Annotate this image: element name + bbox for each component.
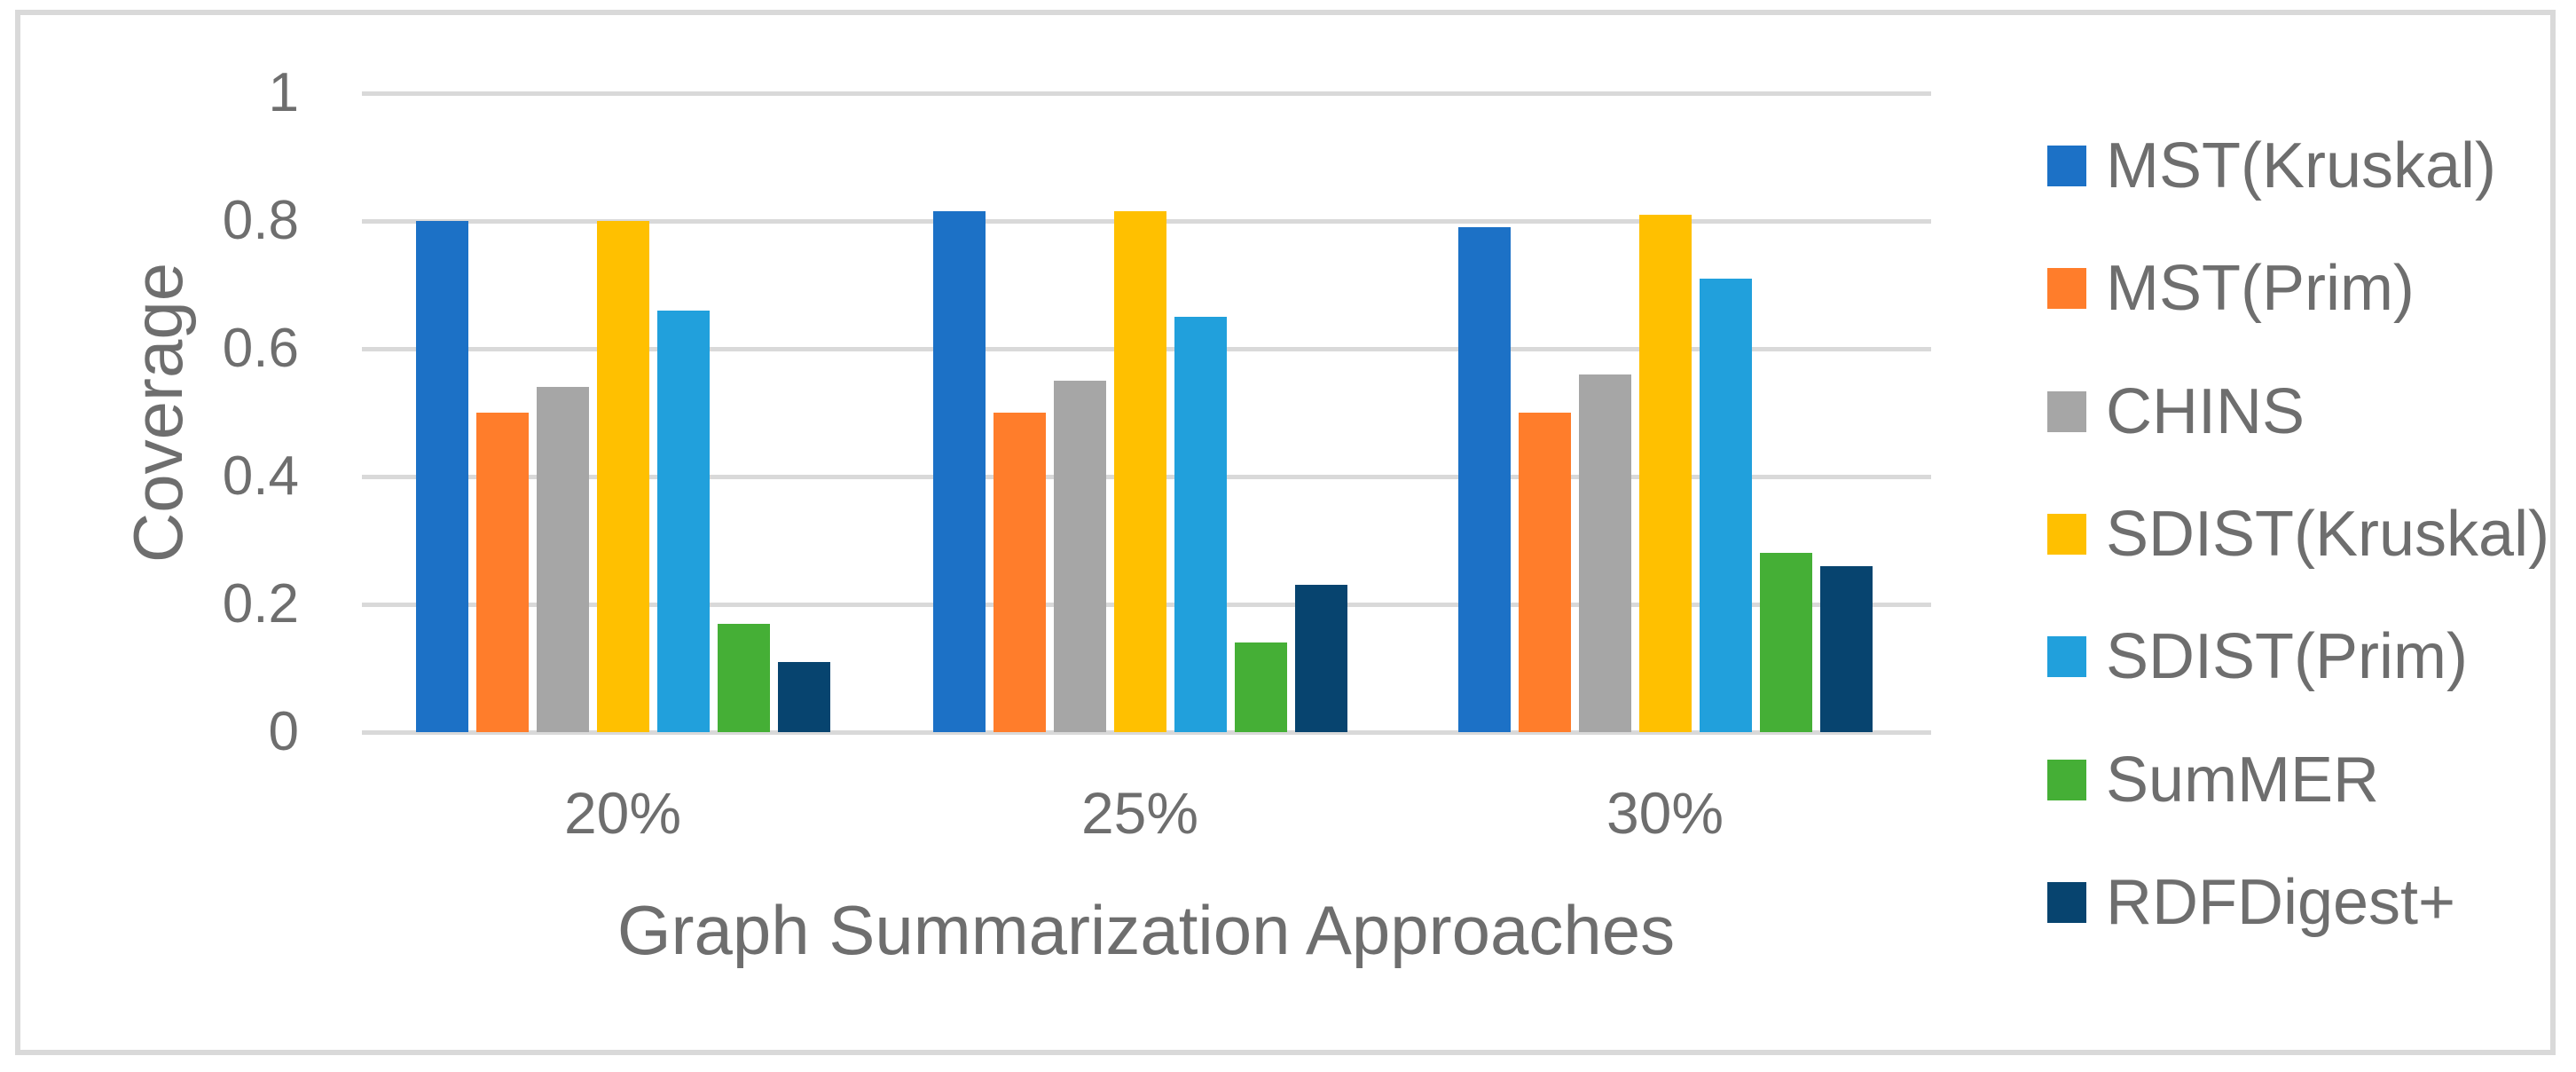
bar-CHINS-20%: [537, 387, 589, 732]
legend-label: SDIST(Kruskal): [2106, 498, 2550, 570]
chart-border-frame: [15, 10, 2556, 1055]
x-tick-label-30%: 30%: [1606, 780, 1724, 846]
legend-item-MST(Kruskal): MST(Kruskal): [2047, 134, 2496, 198]
legend-item-RDFDigest+: RDFDigest+: [2047, 871, 2455, 934]
legend-item-CHINS: CHINS: [2047, 380, 2305, 444]
bar-SDIST(Kruskal)-20%: [597, 221, 649, 732]
legend-swatch-icon: [2047, 268, 2086, 310]
bar-SumMER-30%: [1760, 553, 1812, 732]
bar-SumMER-20%: [718, 624, 770, 732]
legend-swatch-icon: [2047, 390, 2086, 432]
bar-group-30%: [1458, 93, 1873, 732]
y-axis-title: Coverage: [119, 262, 197, 564]
y-tick-label-0.4: 0.4: [222, 445, 299, 507]
bar-RDFDigest+-25%: [1295, 585, 1347, 732]
legend-item-SumMER: SumMER: [2047, 748, 2379, 812]
legend-item-MST(Prim): MST(Prim): [2047, 256, 2415, 320]
legend-swatch-icon: [2047, 513, 2086, 555]
bar-MST(Prim)-30%: [1519, 413, 1571, 732]
y-tick-label-0.8: 0.8: [222, 190, 299, 251]
bar-group-25%: [933, 93, 1347, 732]
bar-CHINS-25%: [1054, 381, 1106, 732]
gridline-y-1: [362, 91, 1931, 96]
legend-label: SDIST(Prim): [2106, 621, 2468, 693]
legend-swatch-icon: [2047, 881, 2086, 923]
x-axis-title: Graph Summarization Approaches: [617, 891, 1676, 969]
bar-SDIST(Prim)-30%: [1700, 279, 1752, 732]
y-tick-label-0.2: 0.2: [222, 573, 299, 635]
bar-SDIST(Prim)-20%: [657, 311, 710, 732]
legend-label: MST(Kruskal): [2106, 130, 2497, 201]
bar-SDIST(Kruskal)-30%: [1639, 215, 1692, 732]
bar-MST(Kruskal)-30%: [1458, 227, 1511, 732]
legend-item-SDIST(Prim): SDIST(Prim): [2047, 625, 2468, 689]
bar-MST(Kruskal)-25%: [933, 211, 986, 732]
gridline-y-0: [362, 729, 1931, 735]
legend-label: SumMER: [2106, 744, 2380, 816]
bar-RDFDigest+-20%: [778, 662, 830, 732]
legend-swatch-icon: [2047, 636, 2086, 678]
y-tick-label-0.6: 0.6: [222, 318, 299, 379]
legend-swatch-icon: [2047, 146, 2086, 186]
bar-CHINS-30%: [1579, 374, 1631, 732]
bar-MST(Prim)-20%: [476, 413, 529, 732]
bar-MST(Prim)-25%: [993, 413, 1046, 732]
bar-RDFDigest+-30%: [1820, 566, 1873, 732]
x-tick-label-20%: 20%: [563, 780, 682, 846]
legend-swatch-icon: [2047, 759, 2086, 800]
legend-label: CHINS: [2106, 375, 2305, 447]
bar-SDIST(Prim)-25%: [1174, 317, 1227, 732]
x-tick-label-25%: 25%: [1080, 780, 1199, 846]
bar-SumMER-25%: [1235, 642, 1287, 732]
legend: MST(Kruskal) MST(Prim) CHINS SDIST(Kruskal)…: [2047, 0, 2562, 1072]
plot-area: [362, 91, 1931, 735]
y-tick-label-1: 1: [268, 62, 299, 123]
bar-MST(Kruskal)-20%: [416, 221, 468, 732]
y-tick-label-0: 0: [268, 701, 299, 762]
legend-label: RDFDigest+: [2106, 866, 2456, 938]
bar-group-20%: [416, 93, 830, 732]
legend-label: MST(Prim): [2106, 253, 2415, 325]
legend-item-SDIST(Kruskal): SDIST(Kruskal): [2047, 502, 2549, 566]
bar-SDIST(Kruskal)-25%: [1114, 211, 1166, 732]
